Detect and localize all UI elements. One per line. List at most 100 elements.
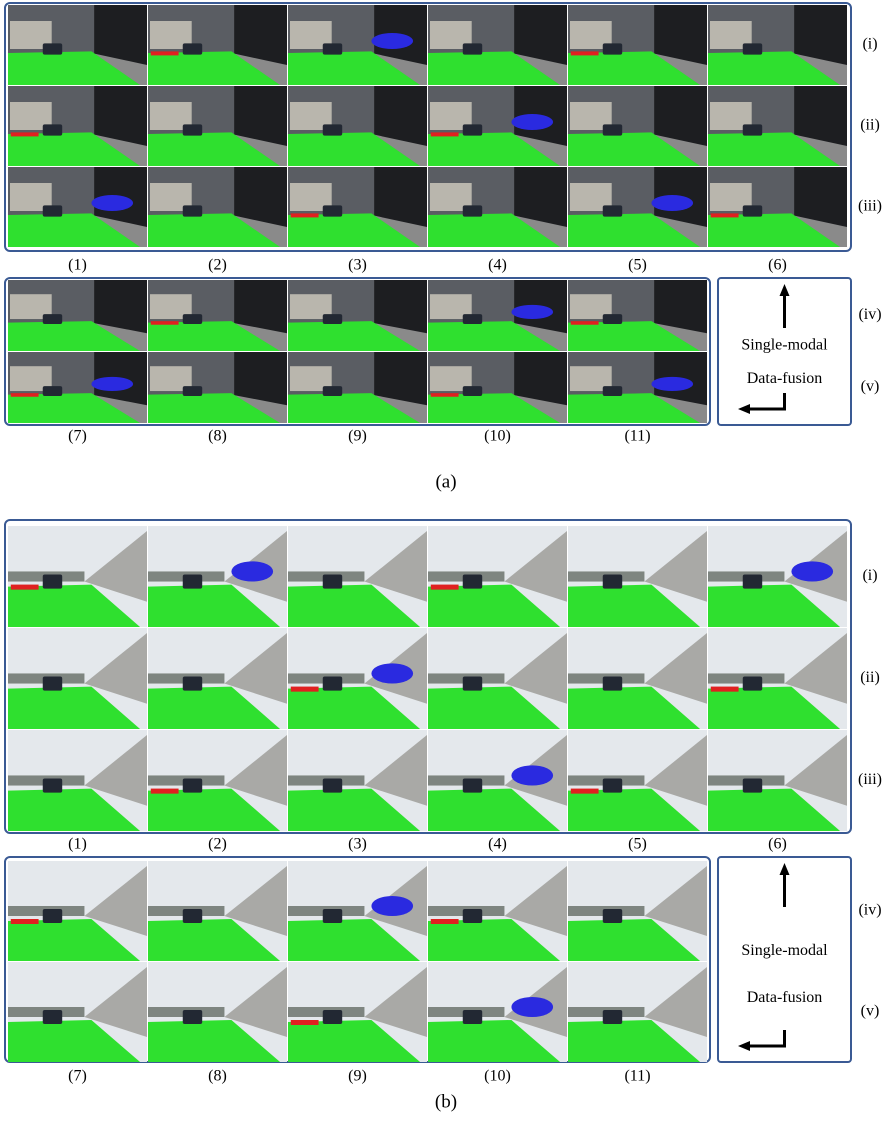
car [323,314,342,324]
thumbnail [8,352,147,423]
row-label: (v) [861,1003,880,1020]
car [743,43,762,54]
error-region [431,132,459,136]
thumbnail [568,628,707,729]
error-region [11,132,39,136]
thumbnail [428,962,567,1062]
car [603,43,622,54]
thumbnail [568,86,707,166]
error-region [651,377,693,391]
column-label: (2) [208,257,227,274]
column-label: (6) [768,836,787,853]
thumbnail [148,5,287,85]
thumbnail [568,280,707,351]
error-region [11,393,39,397]
thumbnail [428,280,567,351]
error-region [91,377,133,391]
car [183,386,202,396]
thumbnail [428,526,567,627]
column-label: (3) [348,836,367,853]
car [183,314,202,324]
car [463,205,482,216]
thumbnail [8,628,147,729]
thumbnail [428,861,567,961]
car [743,574,762,588]
car [323,676,342,690]
error-region [431,585,459,590]
car [603,386,622,396]
column-label: (5) [628,257,647,274]
thumbnail [8,86,147,166]
thumbnail [708,628,847,729]
car [43,1010,62,1024]
row-label: (i) [862,36,877,53]
car [43,43,62,54]
error-region [431,393,459,397]
error-region [571,51,599,55]
thumbnail [428,730,567,831]
error-region [371,896,413,916]
thumbnail [568,5,707,85]
row-label: (ii) [860,117,880,134]
car [743,676,762,690]
thumbnail [148,280,287,351]
thumbnail [288,962,427,1062]
thumbnail [708,526,847,627]
column-label: (1) [68,257,87,274]
thumbnail [148,526,287,627]
thumbnail [568,730,707,831]
thumbnail [428,628,567,729]
error-region [571,321,599,325]
thumbnail [148,86,287,166]
car [183,124,202,135]
thumbnail [8,861,147,961]
thumbnail [288,5,427,85]
error-region [791,561,833,581]
thumbnail [148,352,287,423]
car [603,124,622,135]
car [603,1010,622,1024]
car [43,386,62,396]
car [603,314,622,324]
thumbnail [8,167,147,247]
panel-caption: (a) [435,471,456,492]
row-label: (iii) [858,771,882,788]
thumbnail [288,526,427,627]
error-region [231,561,273,581]
row-label: (i) [862,567,877,584]
car [463,314,482,324]
error-region [291,687,319,692]
thumbnail [428,352,567,423]
car [323,909,342,923]
error-region [371,33,413,49]
car [43,205,62,216]
error-region [511,305,553,319]
car [43,778,62,792]
thumbnail [428,86,567,166]
thumbnail [8,280,147,351]
car [463,386,482,396]
car [463,43,482,54]
error-region [91,195,133,211]
column-label: (4) [488,257,507,274]
legend-label: Data-fusion [747,370,823,387]
car [463,909,482,923]
error-region [511,765,553,785]
error-region [711,213,739,217]
thumbnail [568,962,707,1062]
error-region [511,114,553,130]
car [43,314,62,324]
panel-caption: (b) [435,1091,457,1112]
column-label: (3) [348,257,367,274]
row-label: (iii) [858,198,882,215]
thumbnail [428,167,567,247]
thumbnail [568,167,707,247]
car [183,205,202,216]
car [323,778,342,792]
error-region [151,321,179,325]
error-region [371,663,413,683]
legend-label: Data-fusion [747,989,823,1006]
car [603,205,622,216]
thumbnail [148,730,287,831]
car [183,778,202,792]
